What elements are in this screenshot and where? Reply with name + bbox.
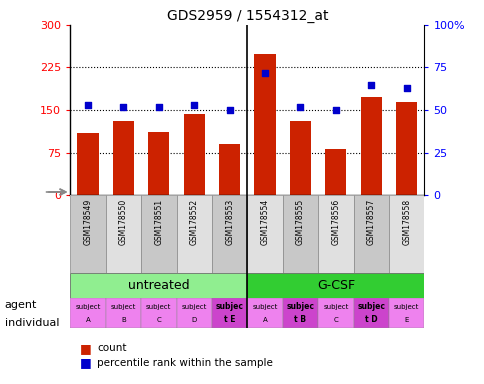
Bar (254, 55, 275, 195)
Text: ■: ■ (80, 342, 91, 355)
Text: GSM178556: GSM178556 (331, 199, 340, 245)
Bar (70, 195, 106, 273)
Point (119, 104, 127, 110)
Text: GSM178552: GSM178552 (189, 199, 198, 245)
Bar (247, 195, 282, 273)
Text: percentile rank within the sample: percentile rank within the sample (97, 358, 272, 368)
Bar (141, 195, 176, 273)
Text: GSM178558: GSM178558 (401, 199, 410, 245)
Text: GSM178557: GSM178557 (366, 199, 375, 245)
Text: C: C (156, 317, 161, 323)
Bar (113, 121, 134, 195)
Text: subject: subject (181, 304, 207, 310)
Text: E: E (404, 317, 408, 323)
Bar (388, 195, 424, 273)
Bar (77, 133, 98, 195)
Bar (247, 298, 282, 328)
Text: t D: t D (364, 315, 377, 324)
Point (402, 85, 409, 91)
Bar (148, 132, 169, 195)
Bar (395, 101, 416, 195)
Text: subject: subject (110, 304, 136, 310)
Text: untreated: untreated (128, 279, 189, 292)
Text: subject: subject (393, 304, 419, 310)
Bar (106, 298, 141, 328)
Point (84, 102, 92, 108)
Bar (289, 121, 310, 195)
Text: subject: subject (75, 304, 101, 310)
Text: ■: ■ (80, 356, 91, 369)
Bar (70, 298, 106, 328)
Bar (325, 149, 346, 195)
Point (366, 81, 374, 88)
Text: A: A (262, 317, 267, 323)
Text: subjec: subjec (286, 302, 314, 311)
Text: GSM178555: GSM178555 (295, 199, 304, 245)
Bar (318, 298, 353, 328)
Bar (106, 195, 141, 273)
Bar (360, 97, 381, 195)
Bar (176, 298, 212, 328)
Text: individual: individual (5, 318, 59, 328)
Bar (282, 195, 318, 273)
Text: subject: subject (146, 304, 171, 310)
Bar (282, 298, 318, 328)
Bar (176, 195, 212, 273)
Text: t B: t B (294, 315, 306, 324)
Text: GSM178549: GSM178549 (83, 199, 92, 245)
Text: t E: t E (224, 315, 235, 324)
Point (154, 104, 162, 110)
Bar (141, 298, 176, 328)
Title: GDS2959 / 1554312_at: GDS2959 / 1554312_at (166, 8, 327, 23)
Text: agent: agent (5, 300, 37, 310)
Point (296, 104, 303, 110)
Text: D: D (191, 317, 197, 323)
Point (260, 70, 268, 76)
Bar (318, 195, 353, 273)
Bar (70, 273, 247, 298)
Bar (388, 298, 424, 328)
Point (190, 102, 197, 108)
Text: GSM178550: GSM178550 (119, 199, 128, 245)
Text: subjec: subjec (215, 302, 243, 311)
Text: subject: subject (322, 304, 348, 310)
Bar (353, 298, 388, 328)
Point (331, 107, 339, 113)
Bar (219, 144, 240, 195)
Text: GSM178554: GSM178554 (260, 199, 269, 245)
Bar (247, 273, 424, 298)
Bar (212, 298, 247, 328)
Text: A: A (86, 317, 90, 323)
Bar (212, 195, 247, 273)
Text: subjec: subjec (357, 302, 384, 311)
Text: C: C (333, 317, 337, 323)
Text: G-CSF: G-CSF (316, 279, 354, 292)
Text: B: B (121, 317, 125, 323)
Text: GSM178553: GSM178553 (225, 199, 234, 245)
Point (225, 107, 233, 113)
Text: count: count (97, 343, 126, 353)
Bar (353, 195, 388, 273)
Text: subject: subject (252, 304, 277, 310)
Text: GSM178551: GSM178551 (154, 199, 163, 245)
Bar (183, 114, 204, 195)
